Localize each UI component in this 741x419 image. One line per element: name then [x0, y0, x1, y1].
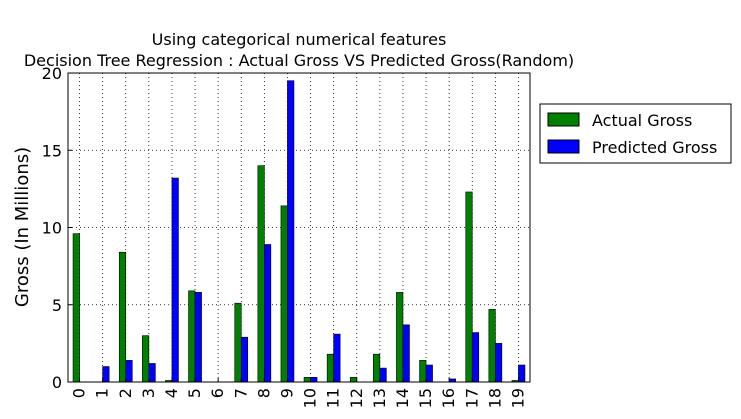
bar-predicted-gross [264, 244, 272, 383]
legend-label-actual: Actual Gross [592, 111, 692, 130]
legend-swatch-actual [547, 112, 580, 127]
bar-actual-gross [373, 353, 381, 383]
bar-actual-gross [280, 205, 288, 383]
bar-predicted-gross [495, 343, 503, 383]
legend-label-predicted: Predicted Gross [592, 138, 717, 157]
bar-predicted-gross [125, 360, 133, 383]
bar-predicted-gross [194, 292, 202, 383]
bar-actual-gross [465, 191, 473, 383]
x-tick-label: 16 [439, 388, 458, 408]
x-tick-label: 10 [301, 388, 320, 408]
x-tick-label: 19 [508, 388, 527, 408]
x-tick-label: 6 [208, 388, 227, 398]
bar-actual-gross [488, 309, 496, 383]
bar-actual-gross [142, 335, 150, 383]
bar-predicted-gross [471, 332, 480, 383]
bar-predicted-gross [379, 367, 387, 383]
y-axis-label: Gross (In Millions) [12, 147, 33, 307]
y-tick-label: 0 [52, 373, 62, 392]
bar-actual-gross [419, 360, 427, 383]
legend-swatch-predicted [547, 139, 580, 154]
x-tick-label: 15 [416, 388, 435, 408]
bar-actual-gross [72, 233, 80, 383]
bar-predicted-gross [240, 336, 249, 383]
bar-actual-gross [257, 165, 265, 383]
grid-lines [68, 73, 530, 382]
bar-actual-gross [349, 377, 358, 383]
y-tick-label: 20 [42, 64, 62, 83]
x-tick-label: 13 [370, 388, 389, 408]
bar-predicted-gross [171, 177, 179, 383]
chart-title: Using categorical numerical features [152, 30, 447, 49]
bar-actual-gross [234, 302, 242, 383]
bar-predicted-gross [148, 363, 156, 383]
x-tick-label: 2 [116, 388, 135, 398]
x-tick-label: 17 [462, 388, 481, 408]
x-tick-label: 8 [254, 388, 273, 398]
x-tick-label: 0 [70, 388, 89, 398]
x-tick-label: 14 [393, 388, 412, 408]
bar-predicted-gross [425, 364, 433, 383]
bar-actual-gross [396, 292, 404, 383]
x-tick-label: 9 [277, 388, 296, 398]
legend: Actual Gross Predicted Gross [539, 103, 732, 164]
x-tick-label: 11 [324, 388, 343, 408]
bar-actual-gross [118, 251, 127, 383]
chart-subtitle: Decision Tree Regression : Actual Gross … [24, 51, 574, 70]
bar-predicted-gross [310, 377, 318, 383]
bar-actual-gross [326, 353, 334, 383]
bar-actual-gross [303, 377, 311, 383]
y-tick-label: 15 [42, 141, 62, 160]
bar-predicted-gross [102, 366, 110, 383]
x-tick-label: 3 [139, 388, 158, 398]
bar-actual-gross [188, 290, 196, 383]
y-tick-label: 10 [42, 219, 62, 238]
x-tick-label: 12 [347, 388, 366, 408]
x-tick-label: 4 [162, 388, 181, 398]
bar-predicted-gross [518, 364, 526, 383]
x-tick-label: 5 [185, 388, 204, 398]
bars-group [72, 80, 526, 383]
bar-predicted-gross [333, 333, 341, 383]
x-tick-label: 1 [93, 388, 112, 398]
x-tick-label: 7 [231, 388, 250, 398]
bar-predicted-gross [402, 324, 410, 383]
y-tick-label: 5 [52, 296, 62, 315]
x-tick-label: 18 [485, 388, 504, 408]
bar-predicted-gross [287, 80, 295, 383]
